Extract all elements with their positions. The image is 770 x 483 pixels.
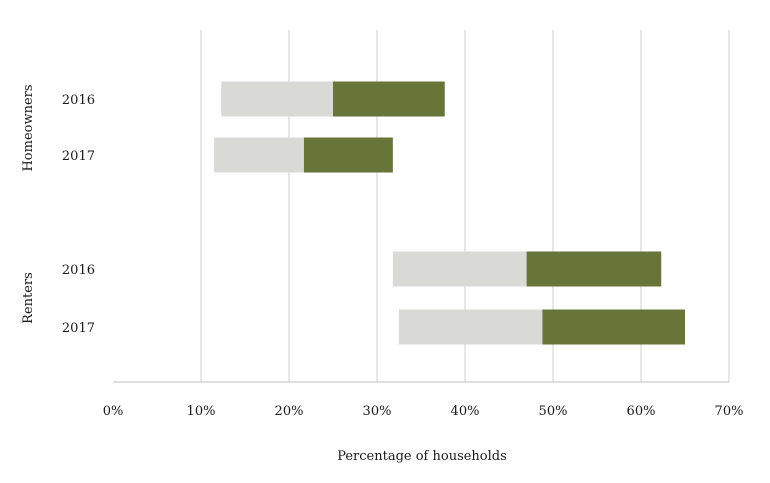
category-label: 2017: [62, 149, 95, 164]
x-tick-label: 40%: [451, 404, 480, 419]
group-label: Renters: [21, 272, 36, 324]
bar-segment-light: [221, 81, 333, 117]
group-label: Homeowners: [21, 84, 36, 171]
group-labels: Homeowners Renters: [21, 84, 36, 323]
category-label: 2016: [62, 93, 95, 108]
category-labels: 2016 2017 2016 2017: [62, 93, 95, 336]
x-tick-label: 60%: [627, 404, 656, 419]
bar-segment-dark: [333, 81, 445, 117]
x-tick-label: 30%: [363, 404, 392, 419]
bar-segment-light: [214, 137, 304, 173]
bar-segment-light: [392, 251, 527, 287]
x-tick-label: 70%: [715, 404, 744, 419]
category-label: 2016: [62, 263, 95, 278]
bar-segment-dark: [526, 251, 662, 287]
x-tick-label: 50%: [539, 404, 568, 419]
bar-segment-dark: [303, 137, 393, 173]
x-tick-labels: 0% 10% 20% 30% 40% 50% 60% 70%: [103, 404, 744, 419]
bar-segment-dark: [542, 309, 685, 345]
x-tick-label: 0%: [103, 404, 124, 419]
category-label: 2017: [62, 321, 95, 336]
x-tick-label: 10%: [187, 404, 216, 419]
bar-segment-light: [399, 309, 543, 345]
x-tick-label: 20%: [275, 404, 304, 419]
bars: [214, 81, 685, 345]
x-axis-title: Percentage of households: [337, 449, 507, 464]
